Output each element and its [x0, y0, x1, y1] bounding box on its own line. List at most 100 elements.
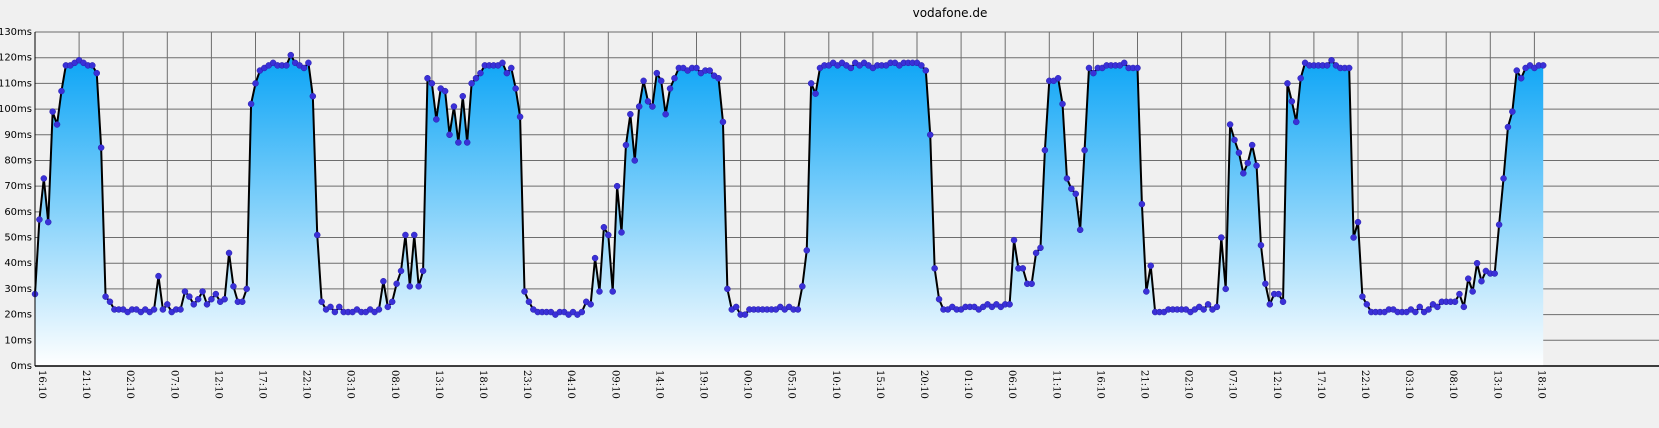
y-tick-label: 70ms — [4, 181, 32, 192]
data-point — [300, 64, 308, 72]
data-point — [609, 288, 616, 295]
data-point — [807, 80, 815, 87]
data-point — [653, 69, 661, 77]
data-point — [1134, 64, 1141, 72]
y-tick-label: 110ms — [0, 78, 32, 89]
data-point — [388, 298, 396, 306]
data-point — [657, 77, 665, 85]
data-point — [503, 69, 511, 77]
data-point — [1262, 280, 1269, 288]
data-point — [1200, 306, 1207, 313]
x-tick-label: 01:10 — [962, 370, 973, 399]
data-point — [472, 75, 480, 82]
data-point — [640, 77, 647, 85]
data-point — [450, 103, 458, 110]
data-point — [799, 283, 806, 290]
data-point — [715, 75, 722, 82]
data-point — [935, 295, 943, 303]
chart-title: vodafone.de — [913, 6, 988, 20]
data-point — [194, 295, 202, 303]
x-tick-label: 02:10 — [124, 370, 135, 399]
data-point — [1495, 221, 1503, 228]
data-point — [1293, 118, 1300, 126]
data-point — [516, 113, 524, 121]
x-tick-label: 08:10 — [1447, 370, 1458, 399]
x-tick-label: 17:10 — [1315, 370, 1326, 399]
data-point — [1235, 149, 1243, 156]
data-point — [613, 182, 621, 190]
data-point — [247, 100, 255, 108]
data-point — [186, 293, 193, 300]
data-point — [199, 288, 206, 295]
data-point — [1059, 100, 1066, 108]
data-point — [415, 283, 422, 290]
data-point — [1063, 175, 1071, 182]
data-point — [1068, 185, 1075, 192]
x-tick-label: 03:10 — [1403, 370, 1414, 399]
x-tick-label: 12:10 — [212, 370, 223, 399]
data-point — [512, 85, 519, 92]
data-point — [93, 69, 100, 77]
data-point — [1213, 303, 1221, 311]
data-point — [468, 80, 475, 87]
data-point — [190, 301, 198, 308]
data-point — [1539, 62, 1547, 69]
data-point — [719, 118, 727, 126]
x-tick-label: 03:10 — [345, 370, 356, 399]
y-tick-label: 50ms — [4, 233, 32, 244]
y-tick-label: 120ms — [0, 53, 32, 64]
x-tick-label: 07:10 — [1227, 370, 1238, 399]
data-point — [212, 290, 220, 298]
data-point — [1328, 57, 1335, 64]
data-point — [58, 87, 65, 95]
data-point — [1231, 136, 1238, 144]
data-point — [1041, 146, 1049, 154]
data-point — [97, 144, 105, 151]
data-point — [1257, 242, 1265, 249]
data-point — [922, 67, 930, 74]
data-point — [1222, 285, 1229, 293]
x-tick-label: 11:10 — [1050, 370, 1061, 399]
x-tick-label: 04:10 — [565, 370, 576, 399]
data-point — [441, 87, 449, 95]
x-tick-label: 00:10 — [742, 370, 753, 399]
data-point — [1460, 303, 1468, 311]
area-path — [35, 55, 1544, 367]
data-point — [1434, 303, 1441, 311]
data-point — [1469, 288, 1476, 295]
y-tick-label: 0ms — [11, 361, 32, 372]
data-point — [1279, 298, 1287, 306]
data-point — [591, 254, 599, 262]
data-point — [455, 139, 462, 146]
data-point — [49, 108, 56, 115]
data-point — [1072, 190, 1080, 198]
x-tick-label: 22:10 — [301, 370, 312, 399]
data-point — [155, 272, 162, 280]
x-tick-label: 10:10 — [830, 370, 841, 399]
data-point — [508, 64, 515, 72]
data-points — [31, 51, 1547, 318]
data-point — [1253, 162, 1260, 169]
data-point — [1345, 64, 1353, 72]
x-tick-label: 12:10 — [1271, 370, 1282, 399]
data-point — [336, 303, 343, 311]
data-point — [1478, 277, 1485, 285]
data-point — [446, 131, 453, 139]
data-point — [741, 311, 749, 318]
data-point — [1076, 226, 1084, 234]
y-tick-label: 80ms — [4, 155, 32, 166]
data-point — [794, 306, 802, 313]
data-point — [1266, 301, 1274, 308]
data-point — [239, 298, 246, 306]
data-point — [283, 62, 290, 69]
data-point — [1218, 234, 1225, 241]
data-point — [106, 298, 114, 306]
y-tick-label: 30ms — [4, 284, 32, 295]
data-point — [627, 110, 634, 118]
data-point — [384, 303, 392, 311]
x-tick-label: 16:10 — [36, 370, 47, 399]
data-point — [397, 267, 405, 275]
data-point — [1412, 308, 1419, 316]
data-point — [1244, 159, 1251, 167]
data-point — [419, 267, 427, 275]
